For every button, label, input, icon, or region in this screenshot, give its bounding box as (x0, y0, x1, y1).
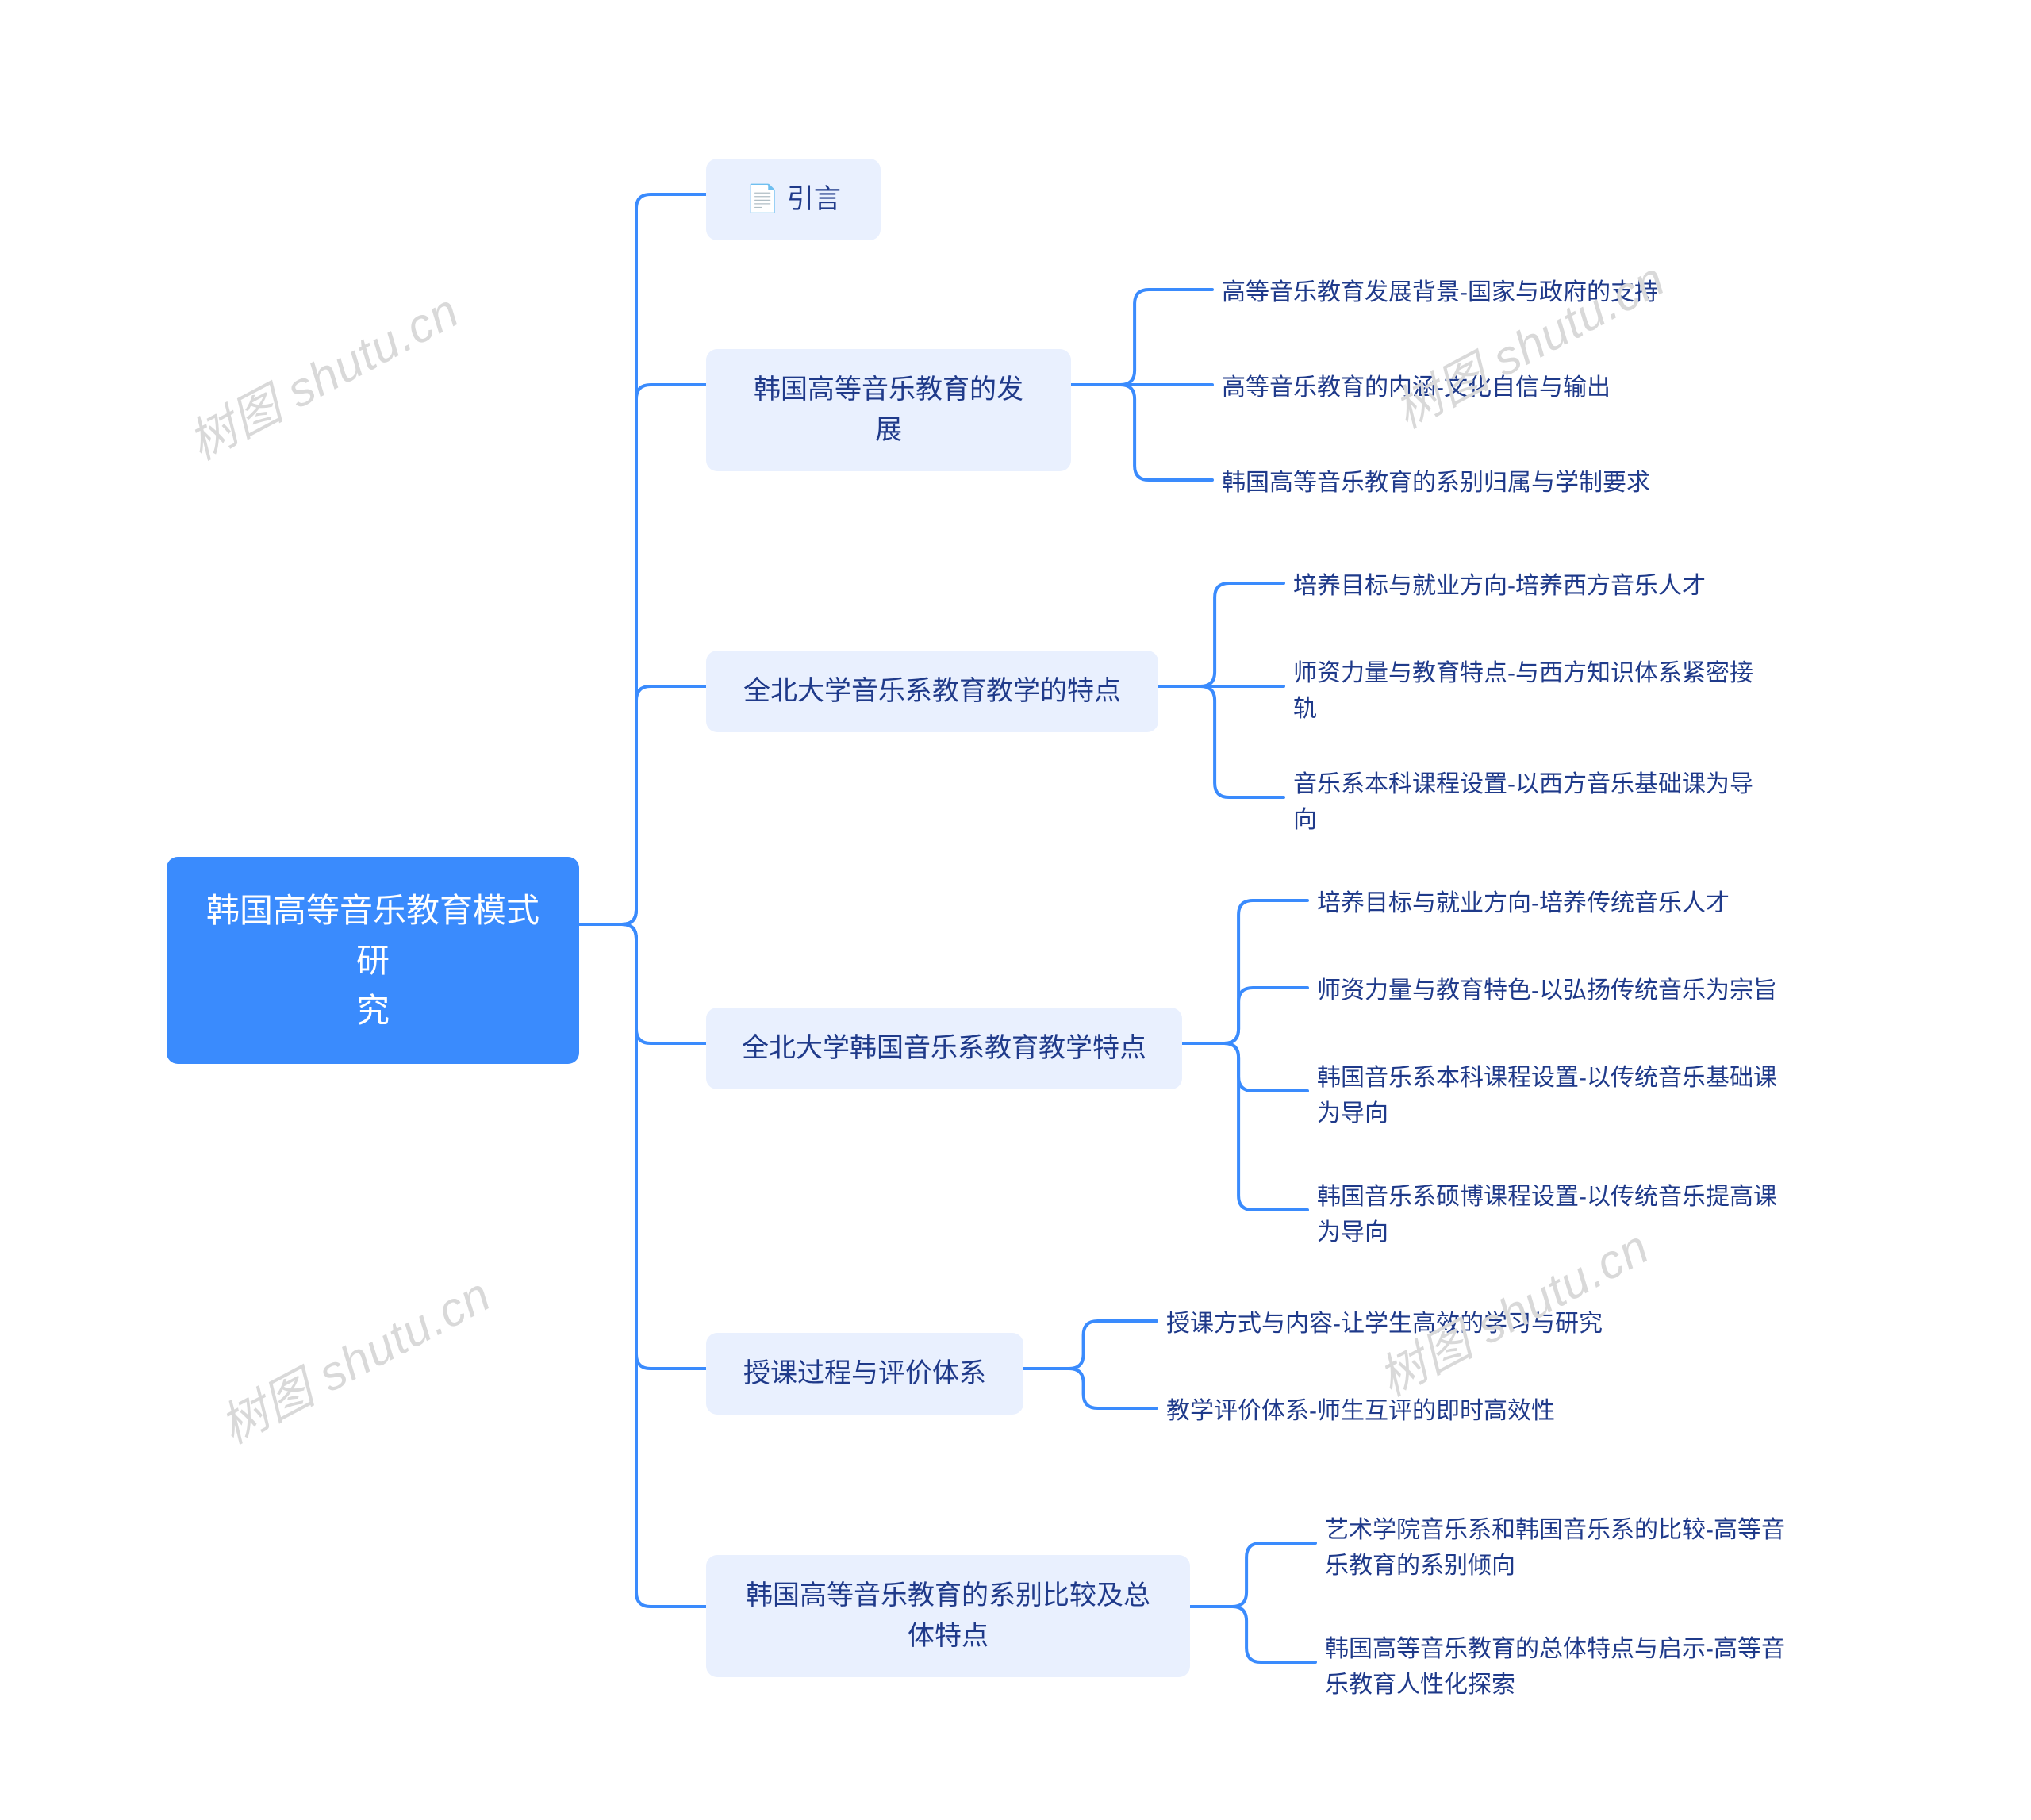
leaf-node-1-0: 高等音乐教育发展背景-国家与政府的支持 (1222, 270, 1714, 315)
leaf-node-3-0: 培养目标与就业方向-培养传统音乐人才 (1317, 881, 1793, 926)
leaf-node-2-1: 师资力量与教育特点-与西方知识体系紧密接轨 (1293, 651, 1801, 731)
branch-node-1: 韩国高等音乐教育的发展 (706, 349, 1071, 471)
mindmap-canvas: 韩国高等音乐教育模式研究 📄 引言韩国高等音乐教育的发展 高等音乐教育发展背景-国家… (0, 0, 2031, 1820)
branch-node-2: 全北大学音乐系教育教学的特点 (706, 651, 1158, 732)
branch-node-5: 韩国高等音乐教育的系别比较及总体特点 (706, 1555, 1190, 1677)
leaf-node-3-2: 韩国音乐系本科课程设置-以传统音乐基础课为导向 (1317, 1055, 1825, 1136)
root-node: 韩国高等音乐教育模式研究 (167, 857, 579, 1064)
leaf-node-5-0: 艺术学院音乐系和韩国音乐系的比较-高等音乐教育的系别倾向 (1325, 1507, 1833, 1588)
branch-node-0: 📄 引言 (706, 159, 881, 240)
leaf-node-2-2: 音乐系本科课程设置-以西方音乐基础课为导向 (1293, 762, 1801, 843)
leaf-node-2-0: 培养目标与就业方向-培养西方音乐人才 (1293, 563, 1769, 609)
watermark-2: 树图 shutu.cn (206, 1257, 501, 1457)
watermark-0: 树图 shutu.cn (175, 273, 470, 474)
branch-node-4: 授课过程与评价体系 (706, 1333, 1023, 1415)
leaf-node-4-0: 授课方式与内容-让学生高效的学习与研究 (1166, 1301, 1674, 1346)
leaf-node-5-1: 韩国高等音乐教育的总体特点与启示-高等音乐教育人性化探索 (1325, 1626, 1833, 1707)
branch-node-3: 全北大学韩国音乐系教育教学特点 (706, 1008, 1182, 1089)
leaf-node-3-1: 师资力量与教育特色-以弘扬传统音乐为宗旨 (1317, 968, 1841, 1013)
leaf-node-1-2: 韩国高等音乐教育的系别归属与学制要求 (1222, 460, 1714, 505)
leaf-node-1-1: 高等音乐教育的内涵-文化自信与输出 (1222, 365, 1666, 410)
leaf-node-4-1: 教学评价体系-师生互评的即时高效性 (1166, 1388, 1626, 1434)
leaf-node-3-3: 韩国音乐系硕博课程设置-以传统音乐提高课为导向 (1317, 1174, 1825, 1255)
